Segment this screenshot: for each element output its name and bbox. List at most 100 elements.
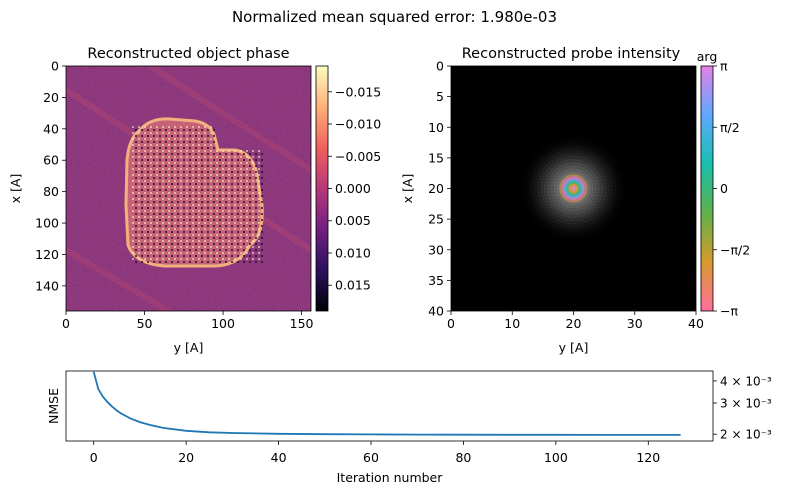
lattice-void <box>189 171 191 173</box>
lattice-atom <box>162 126 164 128</box>
lattice-void <box>141 261 143 263</box>
lattice-void <box>153 261 155 263</box>
lattice-void <box>195 159 197 161</box>
lattice-void <box>141 231 143 233</box>
lattice-void <box>159 153 161 155</box>
lattice-atom <box>228 162 230 164</box>
lattice-atom <box>180 246 182 248</box>
lattice-atom <box>192 180 194 182</box>
lattice-void <box>231 243 233 245</box>
lattice-atom <box>210 258 212 260</box>
lattice-atom <box>216 216 218 218</box>
lattice-atom <box>144 240 146 242</box>
lattice-atom <box>222 258 224 260</box>
probe-arg-colorbar-label: arg <box>697 49 718 64</box>
lattice-atom <box>258 162 260 164</box>
lattice-atom <box>222 150 224 152</box>
lattice-atom <box>138 156 140 158</box>
lattice-void <box>237 255 239 257</box>
lattice-void <box>243 213 245 215</box>
lattice-void <box>153 207 155 209</box>
lattice-void <box>171 249 173 251</box>
lattice-atom <box>252 228 254 230</box>
nmse-panel: 0 20 40 60 80 100 120 4 × 10⁻³ 3 × 10⁻³ 2 × 10⁻³… <box>46 370 772 485</box>
lattice-void <box>147 201 149 203</box>
lattice-void <box>177 207 179 209</box>
lattice-atom <box>168 252 170 254</box>
lattice-atom <box>192 144 194 146</box>
lattice-void <box>255 165 257 167</box>
lattice-void <box>249 231 251 233</box>
lattice-atom <box>138 162 140 164</box>
lattice-atom <box>186 156 188 158</box>
lattice-atom <box>144 162 146 164</box>
lattice-atom <box>192 228 194 230</box>
lattice-atom <box>156 132 158 134</box>
lattice-void <box>195 219 197 221</box>
object-phase-x-tick-label: 50 <box>137 316 153 331</box>
lattice-atom <box>174 252 176 254</box>
lattice-void <box>153 219 155 221</box>
lattice-atom <box>246 258 248 260</box>
lattice-atom <box>222 192 224 194</box>
lattice-void <box>201 243 203 245</box>
lattice-atom <box>144 180 146 182</box>
lattice-atom <box>138 138 140 140</box>
lattice-void <box>147 249 149 251</box>
probe-y-tick-label: 5 <box>436 89 444 104</box>
lattice-void <box>183 261 185 263</box>
lattice-atom <box>252 192 254 194</box>
lattice-atom <box>252 198 254 200</box>
lattice-atom <box>204 168 206 170</box>
lattice-atom <box>180 174 182 176</box>
lattice-atom <box>210 252 212 254</box>
lattice-void <box>189 147 191 149</box>
lattice-void <box>141 255 143 257</box>
probe-fringe <box>531 146 616 231</box>
lattice-atom <box>234 210 236 212</box>
lattice-atom <box>204 246 206 248</box>
lattice-void <box>201 129 203 131</box>
lattice-void <box>237 231 239 233</box>
lattice-atom <box>210 174 212 176</box>
lattice-void <box>141 165 143 167</box>
lattice-atom <box>258 186 260 188</box>
lattice-atom <box>132 180 134 182</box>
lattice-atom <box>138 192 140 194</box>
lattice-atom <box>162 216 164 218</box>
lattice-atom <box>180 234 182 236</box>
lattice-atom <box>204 162 206 164</box>
lattice-void <box>195 207 197 209</box>
lattice-atom <box>156 228 158 230</box>
lattice-void <box>171 237 173 239</box>
lattice-atom <box>198 240 200 242</box>
lattice-void <box>195 129 197 131</box>
lattice-atom <box>138 144 140 146</box>
lattice-void <box>135 237 137 239</box>
lattice-atom <box>162 186 164 188</box>
lattice-atom <box>234 180 236 182</box>
probe-x-tick-label: 30 <box>627 316 643 331</box>
lattice-atom <box>174 192 176 194</box>
lattice-atom <box>234 186 236 188</box>
lattice-void <box>225 207 227 209</box>
lattice-atom <box>168 228 170 230</box>
lattice-void <box>141 159 143 161</box>
lattice-void <box>135 213 137 215</box>
lattice-atom <box>156 168 158 170</box>
lattice-void <box>261 189 263 191</box>
lattice-atom <box>234 174 236 176</box>
lattice-void <box>165 219 167 221</box>
lattice-atom <box>258 252 260 254</box>
lattice-atom <box>162 228 164 230</box>
lattice-void <box>237 183 239 185</box>
lattice-void <box>159 225 161 227</box>
lattice-void <box>249 219 251 221</box>
probe-fringe <box>541 156 606 221</box>
lattice-void <box>141 141 143 143</box>
lattice-atom <box>162 234 164 236</box>
lattice-atom <box>150 126 152 128</box>
lattice-atom <box>162 204 164 206</box>
lattice-void <box>261 219 263 221</box>
lattice-void <box>219 255 221 257</box>
